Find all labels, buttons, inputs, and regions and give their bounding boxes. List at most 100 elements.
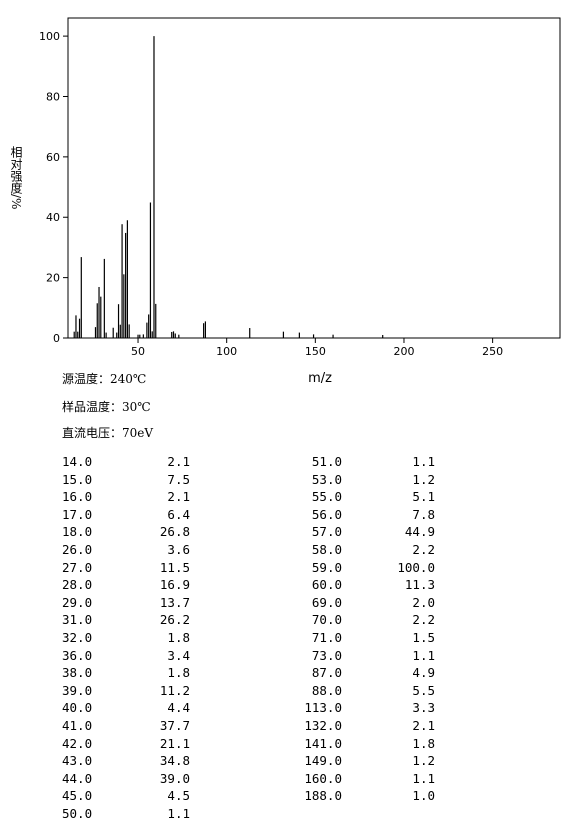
intensity-cell: 3.3 [412,700,435,716]
mz-cell: 59.0 [311,559,342,575]
y-tick-label: 100 [39,30,60,43]
table-row: 132.0 2.1 [0,718,570,736]
mz-cell: 70.0 [311,612,342,628]
intensity-cell: 7.8 [412,506,435,522]
table-row: 58.0 2.2 [0,542,570,560]
table-row: 16.0 2.1 [0,489,570,507]
table-row: 69.0 2.0 [0,595,570,613]
table-row: 29.0 13.7 [0,595,570,613]
mz-cell: 18.0 [62,524,93,540]
y-axis-label: 相对强度/% [9,146,23,210]
mz-cell: 141.0 [304,735,342,751]
intensity-cell: 4.4 [167,700,190,716]
intensity-cell: 2.1 [412,717,435,733]
intensity-cell: 1.1 [412,454,435,469]
table-row: 36.0 3.4 [0,648,570,666]
intensity-cell: 1.1 [412,647,435,663]
intensity-cell: 11.2 [159,682,190,698]
table-row: 51.0 1.1 [0,454,570,472]
intensity-cell: 37.7 [159,717,190,733]
mz-cell: 56.0 [311,506,342,522]
intensity-cell: 34.8 [159,753,190,769]
intensity-cell: 3.4 [167,647,190,663]
mz-cell: 36.0 [62,647,93,663]
intensity-cell: 7.5 [167,471,190,487]
intensity-cell: 100.0 [397,559,435,575]
intensity-cell: 1.2 [412,753,435,769]
x-tick-label: 200 [393,345,414,358]
mz-cell: 160.0 [304,770,342,786]
mz-cell: 44.0 [62,770,93,786]
chart: m/z 0 20 40 60 80 100 50 100 150 200 250 [39,17,561,386]
mz-cell: 51.0 [311,454,342,469]
x-tick-label: 50 [131,345,145,358]
mz-cell: 15.0 [62,471,93,487]
table-row: 188.0 1.0 [0,788,570,806]
mz-cell: 45.0 [62,788,93,804]
table-row: 17.0 6.4 [0,507,570,525]
intensity-cell: 1.8 [412,735,435,751]
intensity-cell: 1.0 [412,788,435,804]
table-row: 149.0 1.2 [0,753,570,771]
intensity-cell: 3.6 [167,541,190,557]
intensity-cell: 26.8 [159,524,190,540]
mz-cell: 32.0 [62,629,93,645]
intensity-cell: 2.1 [167,454,190,469]
intensity-cell: 26.2 [159,612,190,628]
table-column: 14.0 2.1 15.0 7.5 16.0 2.1 17.0 6.4 18.0 26.8 26.0… [0,454,570,823]
intensity-cell: 1.8 [167,629,190,645]
x-tick-label: 100 [216,345,237,358]
intensity-cell: 4.9 [412,665,435,681]
y-tick-label: 40 [46,211,60,224]
mz-cell: 27.0 [62,559,93,575]
table-row: 53.0 1.2 [0,472,570,490]
intensity-cell: 1.8 [167,665,190,681]
intensity-cell: 1.5 [412,629,435,645]
table-row: 87.0 4.9 [0,665,570,683]
intensity-cell: 5.5 [412,682,435,698]
table-row: 32.0 1.8 [0,630,570,648]
y-tick-label: 20 [46,272,60,285]
intensity-cell: 2.2 [412,612,435,628]
mz-cell: 57.0 [311,524,342,540]
mz-cell: 149.0 [304,753,342,769]
table-row: 14.0 2.1 [0,454,570,472]
intensity-cell: 1.2 [412,471,435,487]
mz-cell: 31.0 [62,612,93,628]
table-row: 141.0 1.8 [0,736,570,754]
intensity-cell: 1.1 [167,805,190,821]
condition: 源温度：240℃ [62,372,147,386]
mz-cell: 28.0 [62,577,93,593]
table-row: 41.0 37.7 [0,718,570,736]
intensity-cell: 44.9 [404,524,435,540]
mz-cell: 60.0 [311,577,342,593]
mz-cell: 17.0 [62,506,93,522]
intensity-cell: 1.1 [412,770,435,786]
intensity-cell: 13.7 [159,594,190,610]
y-tick-label: 80 [46,90,60,103]
condition: 直流电压：70eV [62,426,154,440]
table-row: 70.0 2.2 [0,612,570,630]
intensity-cell: 6.4 [167,506,190,522]
mz-cell: 38.0 [62,665,93,681]
table-row: 31.0 26.2 [0,612,570,630]
mz-cell: 29.0 [62,594,93,610]
mz-cell: 42.0 [62,735,93,751]
table-row: 28.0 16.9 [0,577,570,595]
mz-cell: 26.0 [62,541,93,557]
mz-cell: 53.0 [311,471,342,487]
x-tick-label: 250 [482,345,503,358]
intensity-cell: 11.3 [404,577,435,593]
table-row: 50.0 1.1 [0,806,570,824]
table-row: 71.0 1.5 [0,630,570,648]
table-row: 55.0 5.1 [0,489,570,507]
table-row: 73.0 1.1 [0,648,570,666]
mz-cell: 88.0 [311,682,342,698]
mz-cell: 43.0 [62,753,93,769]
mz-cell: 87.0 [311,665,342,681]
mz-cell: 73.0 [311,647,342,663]
table-row: 56.0 7.8 [0,507,570,525]
mz-cell: 132.0 [304,717,342,733]
intensity-cell: 2.0 [412,594,435,610]
